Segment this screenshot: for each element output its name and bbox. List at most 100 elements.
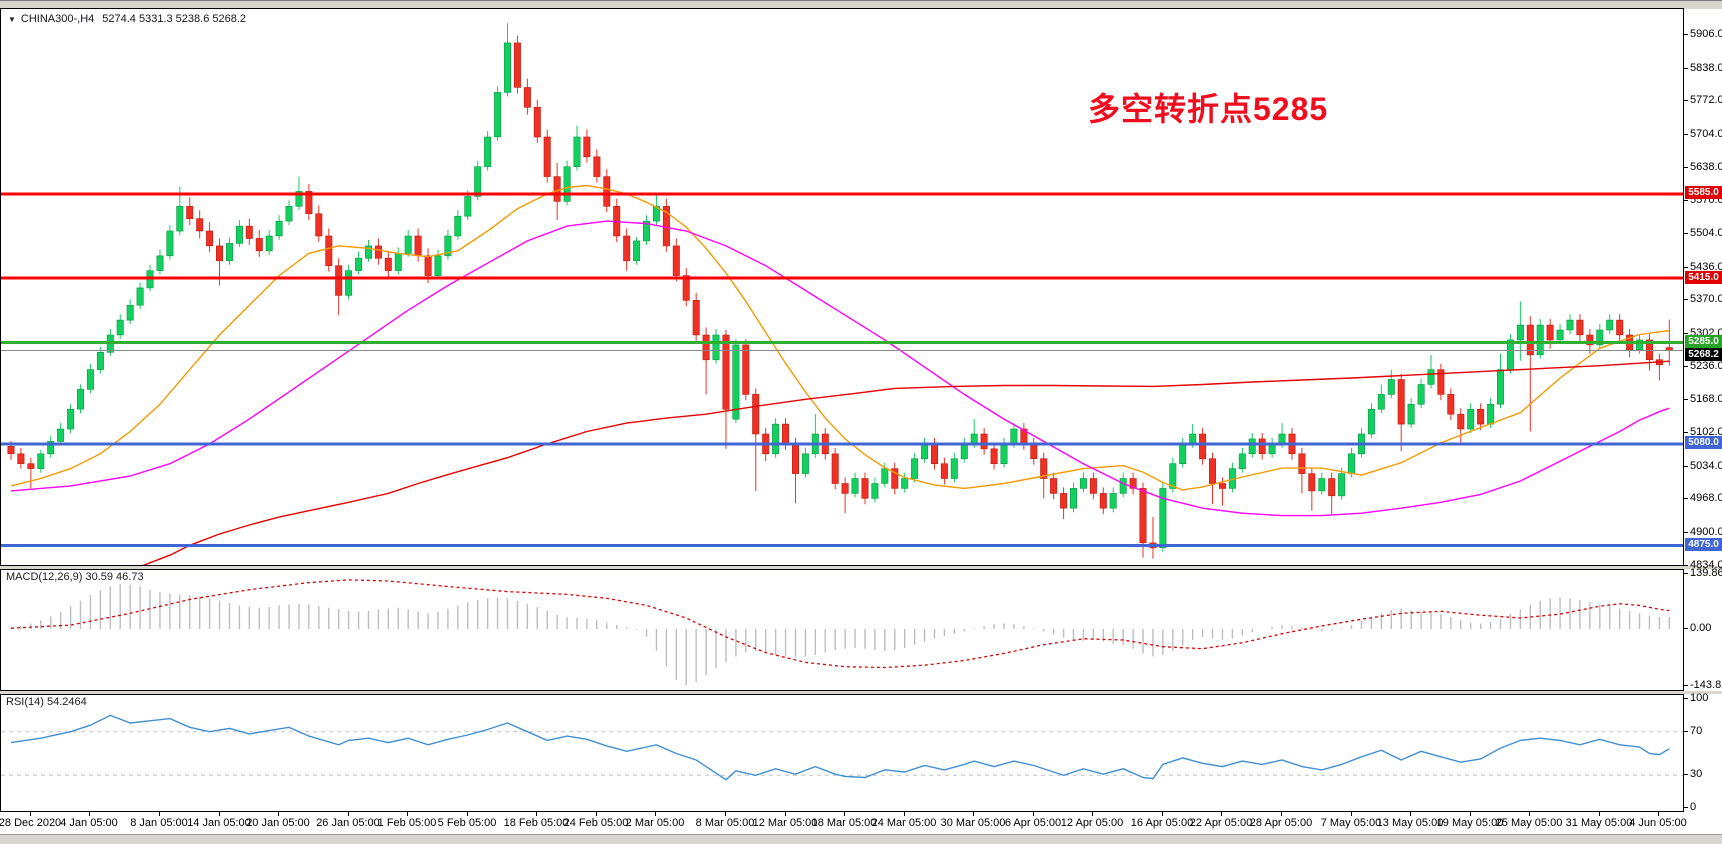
date-label: 8 Jan 05:00 [130,817,188,829]
macd-panel[interactable] [0,569,1684,691]
window-chrome-bottom [0,834,1722,844]
axis-tick-mark [1684,366,1688,367]
date-label: 12 Apr 05:00 [1060,817,1124,829]
date-label: 7 May 05:00 [1320,817,1382,829]
rsi-label: RSI(14) 54.2464 [6,696,87,708]
axis-tick-mark [1684,200,1688,201]
panel-separator-macd[interactable] [0,566,1722,569]
date-label: 5 Feb 05:00 [437,817,497,829]
price-level-bubble: 5268.2 [1685,348,1722,361]
axis-tick-mark [1684,100,1688,101]
axis-tick-mark [1684,532,1688,533]
symbol-dropdown-icon[interactable]: ▼ [8,15,16,24]
date-label: 18 Mar 05:00 [811,817,877,829]
price-tick-label: 100 [1690,692,1709,704]
axis-tick-mark [1684,34,1688,35]
window-chrome-top [0,0,1722,9]
date-label: 18 Feb 05:00 [503,817,569,829]
rsi-panel[interactable] [0,694,1684,812]
date-label: 25 May 05:00 [1495,817,1563,829]
time-tick-mark [1162,812,1163,816]
price-tick-label: 4968.0 [1690,492,1722,504]
date-label: 28 Dec 2020 [0,817,62,829]
date-label: 28 Apr 05:00 [1249,817,1313,829]
price-level-bubble: 5415.0 [1685,271,1722,284]
axis-tick-mark [1684,807,1688,808]
date-label: 6 Apr 05:00 [1004,817,1062,829]
date-label: 30 Mar 05:00 [940,817,1006,829]
axis-tick-mark [1684,333,1688,334]
price-tick-label: 5168.0 [1690,393,1722,405]
time-tick-mark [655,812,656,816]
time-tick-mark [973,812,974,816]
time-tick-mark [348,812,349,816]
time-tick-mark [1470,812,1471,816]
price-tick-label: 4900.0 [1690,526,1722,538]
time-tick-mark [1351,812,1352,816]
date-label: 26 Jan 05:00 [316,817,380,829]
price-level-bubble: 5585.0 [1685,186,1722,199]
price-level-bubble: 5285.0 [1685,335,1722,348]
price-tick-label: 5436.0 [1690,261,1722,273]
time-tick-mark [596,812,597,816]
time-tick-mark [1092,812,1093,816]
price-tick-label: -143.82 [1690,679,1722,691]
price-tick-label: 5504.0 [1690,227,1722,239]
macd-label: MACD(12,26,9) 30.59 46.73 [6,571,144,583]
macd-signal-line [10,579,1670,669]
time-tick-mark [219,812,220,816]
ma-mid-magenta [10,220,1670,517]
axis-tick-mark [1684,731,1688,732]
date-label: 24 Mar 05:00 [871,817,937,829]
price-tick-label: 0 [1690,801,1697,813]
time-tick-mark [725,812,726,816]
symbol-timeframe-label: CHINA300-,H4 [20,13,95,25]
time-tick-mark [1599,812,1600,816]
time-tick-mark [1033,812,1034,816]
price-level-bubble: 4875.0 [1685,538,1722,551]
axis-tick-mark [1684,399,1688,400]
price-tick-label: 5236.0 [1690,360,1722,372]
time-tick-mark [1529,812,1530,816]
axis-tick-mark [1684,432,1688,433]
time-tick-mark [785,812,786,816]
price-tick-label: 5772.0 [1690,94,1722,106]
date-label: 20 Jan 05:00 [246,817,310,829]
date-label: 4 Jun 05:00 [1629,817,1687,829]
axis-tick-mark [1684,134,1688,135]
panel-separator-rsi[interactable] [0,691,1722,694]
price-tick-label: 5906.0 [1690,28,1722,40]
ma-slow-red [142,360,1670,565]
date-label: 13 May 05:00 [1376,817,1444,829]
price-tick-label: 139.86 [1690,567,1722,579]
axis-tick-mark [1684,498,1688,499]
ma-fast-orange [10,184,1670,491]
axis-tick-mark [1684,774,1688,775]
price-tick-label: 5370.0 [1690,293,1722,305]
time-tick-mark [467,812,468,816]
candlestick-chart [1,23,1683,565]
date-label: 2 Mar 05:00 [625,817,685,829]
date-label: 12 Mar 05:00 [752,817,818,829]
time-tick-mark [844,812,845,816]
time-tick-mark [159,812,160,816]
axis-tick-mark [1684,573,1688,574]
axis-tick-mark [1684,685,1688,686]
macd-chart [10,579,1671,686]
axis-tick-mark [1684,565,1688,566]
date-label: 1 Feb 05:00 [377,817,437,829]
main-chart-panel[interactable] [0,8,1684,566]
date-label: 24 Feb 05:00 [563,817,629,829]
price-annotation[interactable]: 多空转折点5285 [1088,91,1329,127]
price-tick-label: 4834.0 [1690,559,1722,571]
axis-tick-mark [1684,267,1688,268]
price-tick-label: 5102.0 [1690,426,1722,438]
time-tick-mark [904,812,905,816]
price-axis[interactable]: 5906.0 5838.0 5772.0 5704.0 5638.0 5570.0 5504… [1684,0,1722,844]
date-label: 31 May 05:00 [1565,817,1633,829]
axis-tick-mark [1684,233,1688,234]
ohlc-readout: 5274.4 5331.3 5238.6 5268.2 [102,13,247,25]
rsi-line [10,714,1670,781]
price-level-bubble: 5080.0 [1685,436,1722,449]
